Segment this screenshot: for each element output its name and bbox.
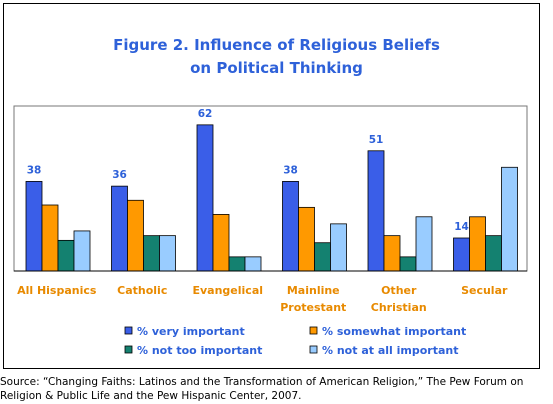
data-label: 62 — [198, 108, 213, 120]
bar-somewhat-important-5 — [383, 235, 401, 272]
bar-not-at-all-important-3 — [244, 256, 262, 272]
bar-somewhat-important-1 — [41, 204, 59, 272]
chart-title: Figure 2. Influence of Religious Beliefs… — [0, 34, 553, 80]
bar-not-at-all-important-2 — [159, 235, 176, 272]
bar-not-too-important-6 — [485, 235, 502, 272]
chart-title-line-1: Figure 2. Influence of Religious Beliefs — [113, 36, 440, 54]
legend-swatch — [124, 345, 133, 354]
bar-not-too-important-2 — [143, 235, 160, 272]
data-label: 36 — [112, 169, 127, 181]
bar-somewhat-important-2 — [127, 199, 144, 272]
bar-very-important-3 — [196, 124, 214, 272]
bar-not-at-all-important-5 — [415, 216, 433, 272]
bar-somewhat-important-4 — [298, 206, 315, 272]
bar-very-important-2 — [111, 185, 128, 272]
data-label: 38 — [27, 164, 42, 176]
category-label: Mainline — [287, 284, 340, 297]
bar-not-too-important-1 — [57, 239, 75, 272]
plot-area — [13, 105, 528, 272]
category-label: Other — [381, 284, 417, 297]
legend-swatch — [309, 326, 318, 335]
bar-somewhat-important-3 — [212, 214, 230, 272]
bar-very-important-4 — [282, 181, 299, 272]
source-line-2: Religion & Public Life and the Pew Hispa… — [0, 390, 302, 402]
legend-swatch — [309, 345, 318, 354]
data-label: 14 — [454, 221, 469, 233]
legend-swatch — [124, 326, 133, 335]
legend-label: % somewhat important — [322, 325, 466, 338]
bar-not-at-all-important-6 — [501, 166, 518, 272]
data-label: 38 — [283, 164, 298, 176]
bar-very-important-5 — [367, 150, 385, 272]
bar-very-important-6 — [453, 237, 470, 272]
bar-not-too-important-3 — [228, 256, 246, 272]
category-label: Evangelical — [192, 284, 263, 297]
data-label: 51 — [369, 134, 384, 146]
bar-somewhat-important-6 — [469, 216, 486, 272]
bar-not-at-all-important-1 — [73, 230, 91, 272]
source-line-1: Source: “Changing Faiths: Latinos and th… — [0, 376, 524, 388]
bar-not-at-all-important-4 — [330, 223, 347, 272]
category-label: Protestant — [280, 301, 346, 314]
legend-label: % not too important — [137, 344, 262, 357]
legend-label: % very important — [137, 325, 245, 338]
bar-very-important-1 — [25, 181, 43, 272]
category-label: Catholic — [117, 284, 167, 297]
category-label: Secular — [461, 284, 508, 297]
bar-not-too-important-5 — [399, 256, 417, 272]
source-note: Source: “Changing Faiths: Latinos and th… — [0, 375, 553, 403]
category-label: All Hispanics — [17, 284, 97, 297]
category-label: Christian — [371, 301, 427, 314]
chart-title-line-2: on Political Thinking — [190, 59, 363, 77]
bar-not-too-important-4 — [314, 242, 331, 272]
legend-label: % not at all important — [322, 344, 459, 357]
